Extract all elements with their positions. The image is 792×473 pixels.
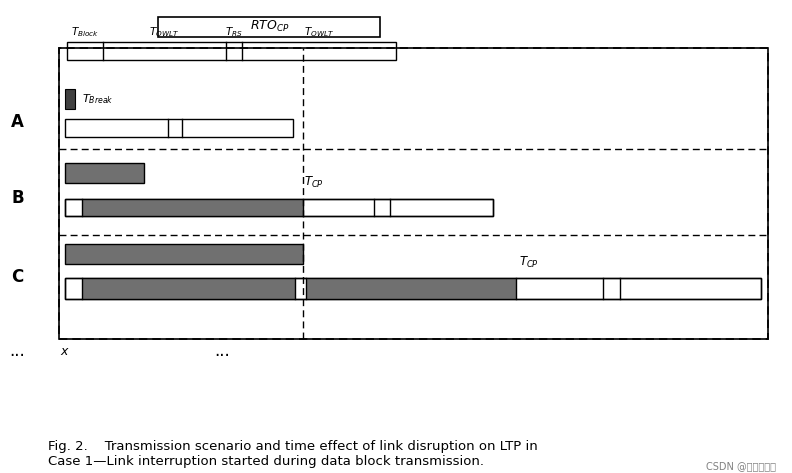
Bar — [65, 199, 493, 217]
Text: ...: ... — [10, 342, 25, 360]
Bar — [65, 163, 144, 183]
Text: C: C — [11, 268, 24, 286]
Text: $T_{CP}$: $T_{CP}$ — [304, 175, 324, 190]
Bar — [65, 244, 303, 264]
Text: B: B — [11, 189, 24, 207]
Text: $x$: $x$ — [60, 344, 70, 358]
Bar — [65, 278, 761, 299]
Text: ...: ... — [214, 342, 230, 360]
Text: CSDN @快把我局醒: CSDN @快把我局醒 — [706, 461, 776, 471]
Bar — [65, 278, 761, 299]
Text: A: A — [11, 113, 24, 131]
Bar — [82, 199, 303, 217]
Text: $T_{CP}$: $T_{CP}$ — [519, 254, 539, 270]
Bar — [65, 119, 293, 137]
Bar — [67, 42, 396, 60]
Bar — [306, 278, 516, 299]
Text: $RTO_{CP}$: $RTO_{CP}$ — [249, 19, 289, 35]
Text: $T_{Block}$: $T_{Block}$ — [71, 26, 99, 39]
Text: Fig. 2.    Transmission scenario and time effect of link disruption on LTP in
Ca: Fig. 2. Transmission scenario and time e… — [48, 440, 537, 468]
Text: $T_{RS}$: $T_{RS}$ — [225, 26, 242, 39]
Bar — [59, 49, 768, 340]
Bar — [158, 17, 380, 37]
Bar — [59, 49, 768, 340]
Text: $T_{OWLT}$: $T_{OWLT}$ — [303, 26, 334, 39]
Text: $T_{Break}$: $T_{Break}$ — [82, 92, 113, 106]
Bar — [82, 278, 295, 299]
Bar — [65, 89, 75, 109]
Text: $T_{OWLT}$: $T_{OWLT}$ — [149, 26, 180, 39]
Bar — [65, 199, 493, 217]
